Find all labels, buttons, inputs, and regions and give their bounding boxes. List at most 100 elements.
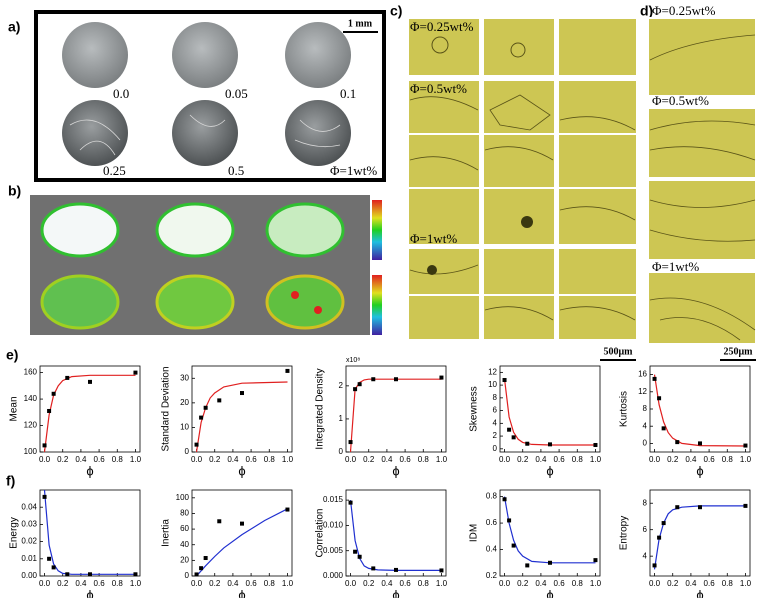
x-tick-label: 0.8: [112, 579, 124, 588]
y-tick-label: 0.010: [323, 521, 344, 530]
y-axis-label: Standard Deviation: [161, 366, 172, 451]
plot-frame: [649, 365, 751, 453]
fit-curve: [503, 378, 596, 446]
group-label: Φ=1wt%: [410, 231, 457, 246]
surface-plot: [265, 274, 345, 330]
sample-image: [285, 100, 351, 166]
data-point: [371, 566, 376, 571]
y-tick-label: 1: [339, 414, 344, 423]
data-point: [217, 519, 222, 524]
surface-plot: [265, 202, 345, 258]
y-tick-label: 60: [180, 524, 189, 533]
sample-label: 0.1: [340, 86, 356, 101]
x-tick-label: 0.2: [517, 579, 529, 588]
defect: [427, 265, 437, 275]
surface-plot: [155, 274, 235, 330]
y-tick-label: 100: [176, 493, 190, 502]
data-point: [47, 408, 52, 413]
data-point: [357, 382, 362, 387]
defect: [521, 216, 533, 228]
data-point: [394, 377, 398, 382]
data-point: [199, 415, 204, 420]
data-point: [51, 565, 56, 570]
x-axis-label: ϕ: [238, 587, 245, 598]
y-tick-label: 6: [643, 525, 648, 534]
panel-a: a) 1 mm 0.0 0.05 0.1 0.25 0.5 Φ=1wt%: [8, 10, 386, 182]
data-point: [42, 443, 47, 448]
y-tick-label: 8: [493, 393, 498, 402]
data-point: [51, 391, 56, 396]
x-tick-label: 0.0: [39, 455, 51, 464]
data-point: [353, 549, 358, 554]
data-point: [65, 375, 70, 380]
panel-label: c): [390, 3, 402, 19]
data-point: [88, 572, 92, 577]
data-point: [507, 427, 512, 432]
x-tick-label: 0.2: [363, 579, 375, 588]
data-point: [502, 378, 507, 383]
y-tick-label: 4: [643, 551, 648, 560]
x-tick-label: 0.4: [381, 455, 393, 464]
defect: [510, 42, 526, 58]
crack-lines: [649, 34, 756, 341]
x-tick-label: 0.8: [112, 455, 124, 464]
data-point: [593, 558, 598, 563]
data-point: [675, 440, 680, 445]
data-point: [439, 568, 444, 573]
group-label: Φ=0.5wt%: [410, 81, 467, 96]
x-tick-label: 0.4: [685, 579, 697, 588]
y-tick-label: 160: [24, 368, 38, 377]
x-tick-label: 0.8: [418, 455, 430, 464]
y-tick-label: 20: [180, 398, 189, 407]
data-point: [285, 368, 290, 373]
x-tick-label: 0.4: [535, 455, 547, 464]
y-multiplier: x10⁸: [346, 357, 360, 364]
plot-frame: [191, 489, 293, 577]
micrograph: [482, 17, 556, 77]
y-tick-label: 0.6: [486, 518, 498, 527]
y-tick-label: 6: [493, 406, 498, 415]
y-tick-label: 0.04: [21, 502, 37, 511]
x-tick-label: 1.0: [282, 579, 294, 588]
x-tick-label: 0.0: [191, 579, 203, 588]
panel-b: b): [8, 183, 382, 335]
data-point: [502, 497, 507, 502]
data-point: [240, 521, 244, 526]
data-point: [698, 441, 702, 446]
micrograph: [557, 17, 638, 77]
y-tick-label: 140: [24, 394, 38, 403]
x-axis-label: ϕ: [392, 463, 399, 478]
x-axis-label: ϕ: [546, 587, 553, 598]
y-tick-label: 16: [638, 370, 647, 379]
data-point: [511, 543, 516, 548]
data-point: [525, 563, 530, 568]
micrograph: [482, 79, 556, 246]
y-tick-label: 0.015: [323, 495, 344, 504]
x-tick-label: 0.8: [572, 455, 584, 464]
x-tick-label: 1.0: [740, 579, 752, 588]
y-tick-label: 12: [638, 387, 647, 396]
x-tick-label: 0.0: [649, 455, 661, 464]
x-tick-label: 0.6: [94, 455, 106, 464]
x-tick-label: 0.8: [722, 455, 734, 464]
chart: 100 120 140 160 0.0 0.2 0.4 0.6 0.8 1.0 Mean ϕ: [9, 365, 142, 478]
plot-frame: [345, 365, 447, 453]
x-tick-label: 0.0: [345, 455, 357, 464]
y-tick-label: 120: [24, 421, 38, 430]
fit-curve: [43, 374, 136, 453]
sample-label: 0.0: [113, 86, 129, 101]
group-label: Φ=0.25wt%: [410, 19, 474, 34]
x-tick-label: 0.4: [685, 455, 697, 464]
x-tick-label: 0.6: [554, 579, 566, 588]
x-tick-label: 0.8: [418, 579, 430, 588]
data-point: [194, 442, 199, 447]
chart: 0 1 2 0.0 0.2 0.4 0.6 0.8 1.0 Integrated Density ϕ…: [315, 357, 448, 479]
group-label: Φ=0.25wt%: [652, 3, 716, 18]
data-point: [698, 505, 702, 510]
x-tick-label: 0.8: [264, 579, 276, 588]
y-tick-label: 10: [488, 380, 497, 389]
y-tick-label: 0: [185, 447, 190, 456]
spot: [314, 306, 322, 314]
y-tick-label: 0: [185, 571, 190, 580]
